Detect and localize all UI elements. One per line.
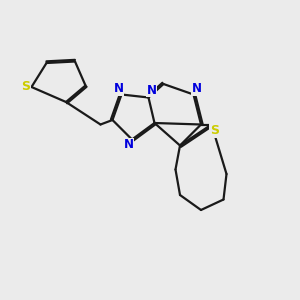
Text: S: S — [210, 124, 219, 137]
Text: N: N — [191, 82, 202, 95]
Text: S: S — [21, 80, 30, 94]
Text: N: N — [146, 83, 157, 97]
Text: N: N — [123, 138, 134, 151]
Text: N: N — [113, 82, 124, 95]
